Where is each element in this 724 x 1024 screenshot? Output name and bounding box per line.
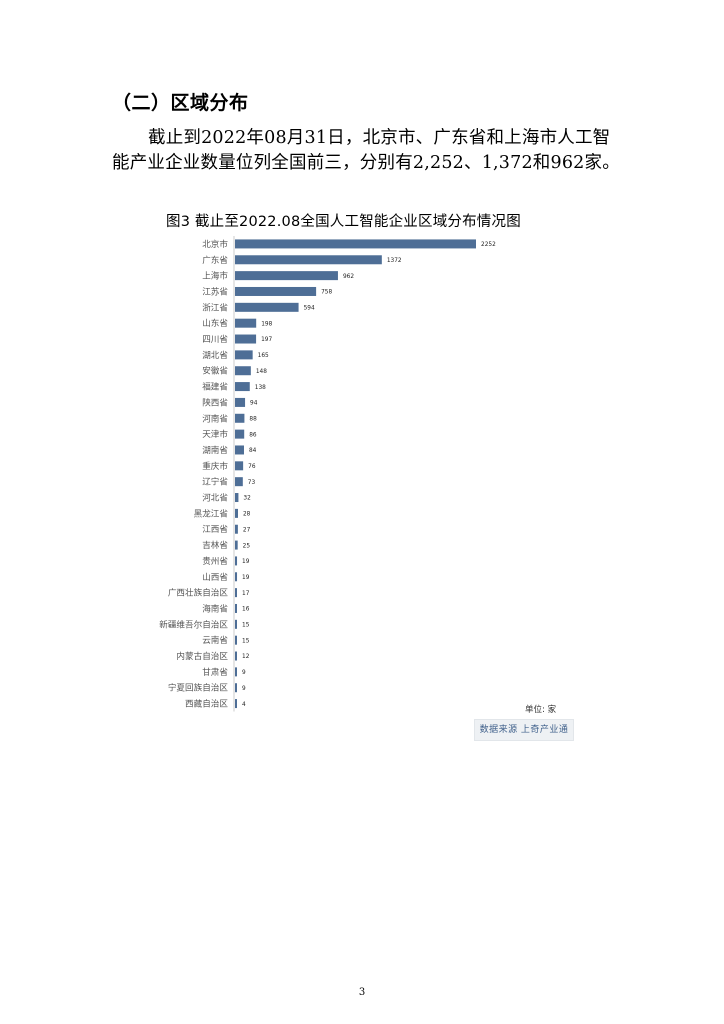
bar	[235, 477, 243, 487]
category-label: 广东省	[202, 254, 228, 266]
value-label: 88	[249, 416, 257, 422]
category-label: 云南省	[202, 634, 228, 646]
category-label: 辽宁省	[202, 476, 228, 488]
category-label: 山西省	[202, 571, 228, 583]
category-label: 江西省	[202, 523, 228, 535]
value-label: 148	[256, 369, 267, 375]
bar	[235, 667, 237, 677]
category-label: 甘肃省	[202, 666, 228, 678]
category-label: 重庆市	[202, 460, 228, 472]
figure-title: 图3 截止至2022.08全国人工智能企业区域分布情况图	[166, 214, 521, 230]
bar	[235, 619, 237, 629]
bar	[235, 382, 250, 392]
category-label: 陕西省	[202, 396, 228, 408]
bar	[235, 603, 237, 613]
category-label: 江苏省	[202, 285, 228, 297]
category-label: 广西壮族自治区	[168, 587, 229, 599]
unit-label: 单位: 家	[525, 705, 557, 715]
bar	[235, 318, 257, 328]
bar	[235, 699, 237, 709]
value-label: 758	[321, 290, 332, 296]
category-label: 浙江省	[202, 301, 228, 313]
data-source-label: 数据来源 上奇产业通	[474, 719, 574, 741]
bar	[235, 651, 237, 661]
category-label: 吉林省	[202, 539, 228, 551]
category-label: 山东省	[202, 317, 228, 329]
category-label: 湖南省	[202, 444, 228, 456]
bar	[235, 271, 338, 281]
value-label: 15	[242, 638, 250, 644]
value-label: 15	[242, 623, 250, 629]
category-label: 海南省	[202, 602, 228, 614]
value-label: 2252	[481, 242, 496, 248]
category-label: 贵州省	[202, 555, 228, 567]
region-bar-chart: 北京市 2252 广东省 1372 上海市 962 江苏省 758 浙江省 594 山东省 198 四川…	[159, 236, 496, 712]
category-label: 宁夏回族自治区	[168, 682, 229, 694]
bar	[235, 366, 251, 376]
category-label: 天津市	[202, 428, 228, 440]
category-label: 河北省	[202, 492, 228, 504]
value-label: 76	[248, 464, 256, 470]
value-label: 19	[242, 575, 250, 581]
bar	[235, 524, 238, 534]
category-label: 四川省	[202, 333, 228, 345]
value-label: 16	[242, 607, 250, 613]
section-heading: （二）区域分布	[112, 92, 249, 114]
bar	[235, 508, 238, 518]
value-label: 165	[258, 353, 269, 359]
value-label: 4	[242, 702, 246, 708]
bar	[235, 683, 237, 693]
bar	[235, 429, 245, 439]
bar	[235, 493, 239, 503]
category-label: 安徽省	[202, 365, 228, 377]
bar	[235, 286, 317, 296]
value-label: 1372	[387, 258, 402, 264]
category-label: 西藏自治区	[185, 698, 228, 710]
value-label: 25	[243, 543, 251, 549]
bar	[235, 397, 246, 407]
value-label: 94	[250, 401, 258, 407]
body-paragraph: 截止到2022年08月31日，北京市、广东省和上海市人工智能产业企业数量位列全国…	[112, 128, 620, 173]
category-label: 黑龙江省	[194, 507, 229, 519]
bar	[235, 572, 238, 582]
value-label: 27	[243, 527, 251, 533]
bar	[235, 255, 382, 265]
category-label: 上海市	[202, 270, 228, 282]
value-label: 9	[242, 686, 246, 692]
bar	[235, 556, 238, 566]
bar	[235, 350, 253, 360]
bar	[235, 588, 237, 598]
category-label: 湖北省	[202, 349, 228, 361]
value-label: 594	[304, 306, 315, 312]
value-label: 19	[242, 559, 250, 565]
value-label: 962	[343, 274, 354, 280]
value-label: 197	[261, 337, 272, 343]
category-label: 新疆维吾尔自治区	[159, 618, 228, 630]
value-label: 28	[243, 512, 251, 518]
page-number: 3	[358, 987, 366, 998]
bar	[235, 239, 476, 249]
value-label: 17	[242, 591, 250, 597]
value-label: 138	[255, 385, 266, 391]
value-label: 86	[249, 432, 257, 438]
value-label: 73	[248, 480, 256, 486]
category-label: 河南省	[202, 412, 228, 424]
bar	[235, 302, 299, 312]
bar	[235, 461, 244, 471]
bar	[235, 445, 244, 455]
category-label: 内蒙古自治区	[176, 650, 228, 662]
category-label: 北京市	[202, 238, 228, 250]
category-label: 福建省	[202, 381, 228, 393]
value-label: 84	[249, 448, 257, 454]
bar	[235, 540, 238, 550]
bar	[235, 635, 237, 645]
value-label: 9	[242, 670, 246, 676]
bar	[235, 413, 245, 423]
value-label: 12	[242, 654, 250, 660]
bar	[235, 334, 257, 344]
value-label: 198	[261, 321, 272, 327]
value-label: 32	[243, 496, 251, 502]
